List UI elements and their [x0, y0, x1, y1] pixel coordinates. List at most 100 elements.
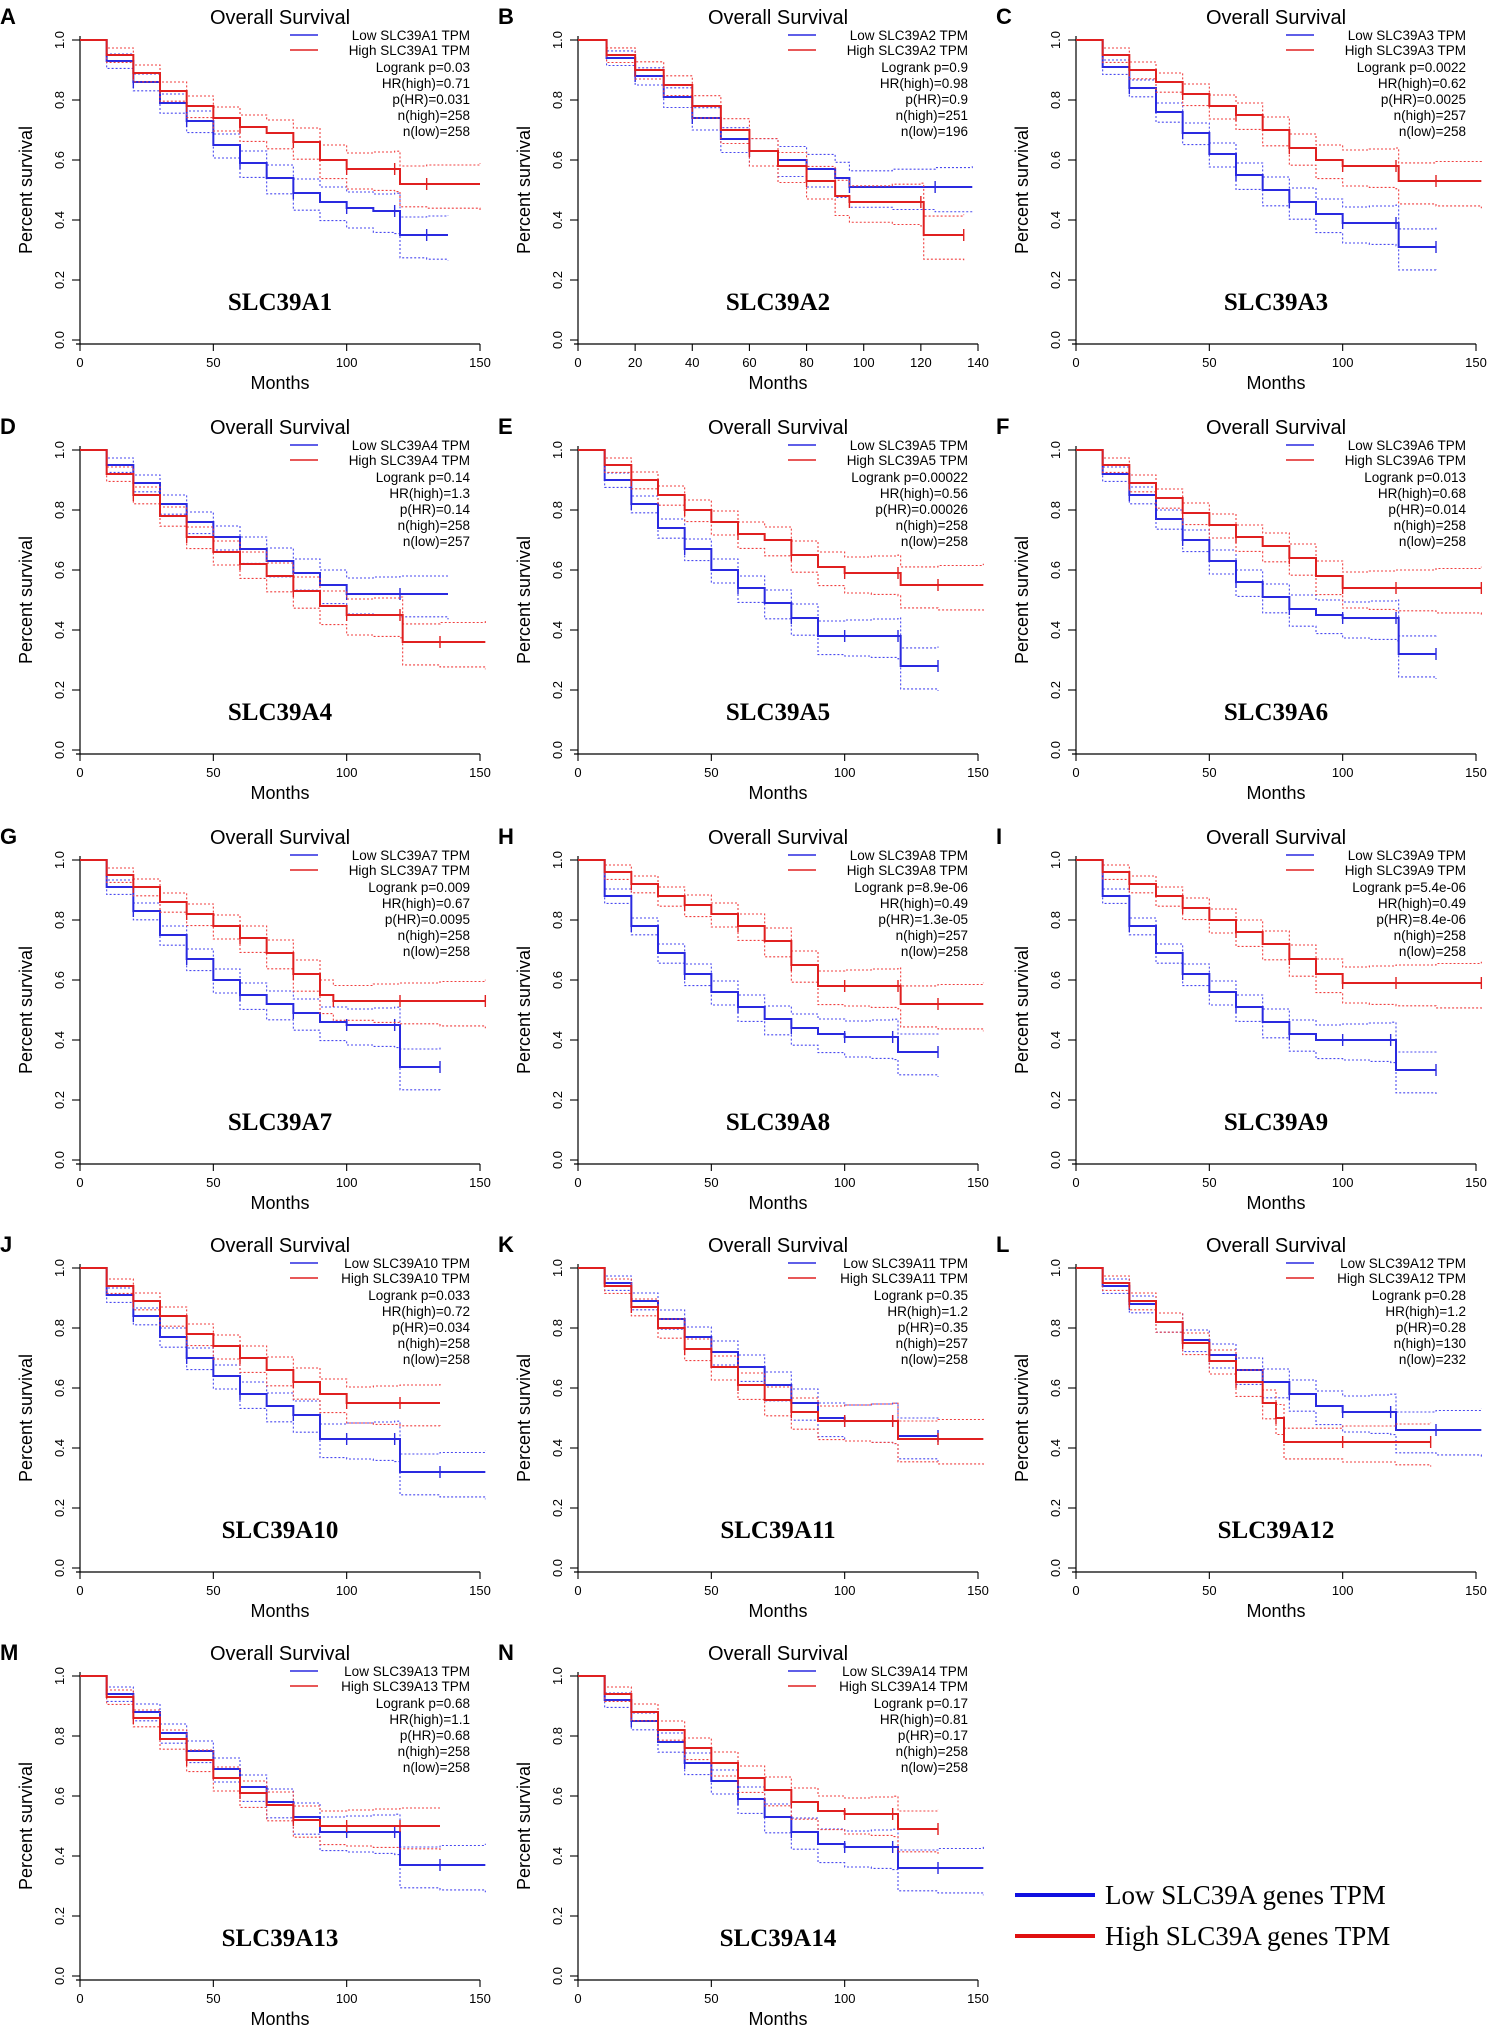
- stat-line: HR(high)=0.67: [382, 896, 470, 911]
- legend-label-low: Low SLC39A2 TPM: [850, 28, 968, 43]
- y-tick-label: 1.0: [550, 1667, 565, 1685]
- x-tick-label: 0: [574, 765, 581, 780]
- y-tick-label: 0.4: [550, 211, 565, 229]
- plot-title: Overall Survival: [210, 1235, 350, 1257]
- y-tick-label: 0.2: [1048, 1499, 1063, 1517]
- x-tick-label: 150: [1465, 1583, 1487, 1598]
- x-tick-label: 100: [834, 1175, 856, 1190]
- stat-line: p(HR)=0.14: [400, 502, 471, 517]
- y-tick-label: 0.0: [550, 1151, 565, 1169]
- y-tick-label: 0.0: [52, 1559, 67, 1577]
- stat-line: n(low)=258: [901, 1760, 968, 1775]
- stat-line: n(high)=130: [1394, 1336, 1466, 1351]
- x-tick-label: 0: [1072, 355, 1079, 370]
- legend-label-high: High SLC39A10 TPM: [341, 1271, 470, 1286]
- stat-line: n(high)=258: [896, 1744, 968, 1759]
- x-tick-label: 100: [853, 355, 875, 370]
- km-curve-low: [80, 1675, 486, 1866]
- km-curve-high: [578, 39, 964, 236]
- stat-line: Logrank p=5.4e-06: [1352, 880, 1466, 895]
- stat-line: HR(high)=0.56: [880, 486, 968, 501]
- y-axis-title: Percent survival: [1012, 126, 1032, 254]
- ci-upper-high: [1076, 449, 1482, 573]
- x-axis-title: Months: [1246, 373, 1305, 393]
- ci-upper-high: [578, 449, 984, 568]
- stat-line: HR(high)=0.71: [382, 76, 470, 91]
- gene-label: SLC39A13: [222, 1925, 339, 1952]
- plot-title: Overall Survival: [1206, 417, 1346, 439]
- plot-title: Overall Survival: [1206, 7, 1346, 29]
- y-tick-label: 0.4: [550, 1031, 565, 1049]
- y-tick-label: 0.0: [550, 331, 565, 349]
- y-tick-label: 0.8: [52, 501, 67, 519]
- y-tick-label: 0.4: [1048, 1439, 1063, 1457]
- stat-line: p(HR)=0.9: [905, 92, 968, 107]
- y-tick-label: 1.0: [1048, 31, 1063, 49]
- y-tick-label: 0.4: [52, 1439, 67, 1457]
- stat-line: p(HR)=0.68: [400, 1728, 470, 1743]
- y-tick-label: 0.0: [550, 1967, 565, 1985]
- y-tick-label: 0.2: [1048, 1091, 1063, 1109]
- y-tick-label: 0.2: [550, 1499, 565, 1517]
- y-tick-label: 0.6: [52, 971, 67, 989]
- x-tick-label: 100: [336, 1991, 358, 2006]
- y-tick-label: 0.4: [1048, 211, 1063, 229]
- panel-letter: M: [0, 1640, 18, 1665]
- ci-lower-low: [1076, 859, 1437, 1095]
- ci-upper-high: [578, 1675, 939, 1812]
- y-axis-title: Percent survival: [514, 126, 534, 254]
- gene-label: SLC39A4: [228, 699, 333, 726]
- gene-label: SLC39A1: [228, 289, 332, 316]
- stat-line: HR(high)=1.2: [887, 1304, 968, 1319]
- legend-label-low: Low SLC39A6 TPM: [1348, 438, 1466, 453]
- y-tick-label: 0.6: [1048, 1379, 1063, 1397]
- stat-line: HR(high)=0.98: [880, 76, 968, 91]
- y-tick-label: 0.4: [52, 1847, 67, 1865]
- panel-N: N Overall Survival 0.0 0.2 0.4 0.6 0.8 1.0 0 50 10…: [498, 1640, 989, 2029]
- gene-label: SLC39A9: [1224, 1109, 1328, 1136]
- km-curve-low: [80, 859, 440, 1068]
- stat-line: p(HR)=0.35: [898, 1320, 968, 1335]
- stat-line: HR(high)=1.3: [389, 486, 470, 501]
- y-tick-label: 0.2: [52, 271, 67, 289]
- stat-line: n(low)=258: [403, 124, 470, 139]
- y-tick-label: 1.0: [550, 31, 565, 49]
- x-tick-label: 50: [206, 1583, 220, 1598]
- stat-line: p(HR)=0.17: [898, 1728, 968, 1743]
- stat-line: n(low)=257: [403, 534, 470, 549]
- y-axis-title: Percent survival: [16, 1762, 36, 1890]
- y-tick-label: 0.4: [52, 1031, 67, 1049]
- ci-lower-high: [1076, 449, 1482, 616]
- y-tick-label: 0.8: [52, 911, 67, 929]
- x-tick-label: 0: [76, 1991, 83, 2006]
- y-tick-label: 1.0: [550, 1259, 565, 1277]
- y-tick-label: 0.6: [550, 151, 565, 169]
- stat-line: HR(high)=1.1: [389, 1712, 470, 1727]
- panel-letter: A: [0, 4, 16, 29]
- x-tick-label: 150: [469, 765, 491, 780]
- stat-line: n(low)=258: [1399, 534, 1466, 549]
- x-tick-label: 50: [704, 1175, 718, 1190]
- panel-letter: N: [498, 1640, 514, 1665]
- stat-line: Logrank p=0.009: [368, 880, 470, 895]
- x-tick-label: 0: [574, 1991, 581, 2006]
- legend-label-low: Low SLC39A7 TPM: [352, 848, 470, 863]
- x-tick-label: 100: [1332, 1175, 1354, 1190]
- panel-letter: E: [498, 414, 513, 439]
- x-tick-label: 150: [967, 765, 989, 780]
- y-axis-title: Percent survival: [514, 1762, 534, 1890]
- stat-line: n(high)=257: [896, 928, 968, 943]
- legend-label-high: High SLC39A14 TPM: [839, 1679, 968, 1694]
- y-axis-title: Percent survival: [16, 946, 36, 1074]
- y-tick-label: 0.6: [550, 561, 565, 579]
- stat-line: n(high)=258: [1394, 928, 1466, 943]
- y-axis-title: Percent survival: [1012, 536, 1032, 664]
- x-tick-label: 60: [742, 355, 756, 370]
- panel-letter: D: [0, 414, 16, 439]
- x-tick-label: 100: [336, 1175, 358, 1190]
- x-tick-label: 50: [1202, 765, 1216, 780]
- y-tick-label: 0.2: [550, 1907, 565, 1925]
- y-tick-label: 0.4: [1048, 621, 1063, 639]
- y-tick-label: 0.4: [550, 621, 565, 639]
- stat-line: n(low)=258: [901, 534, 968, 549]
